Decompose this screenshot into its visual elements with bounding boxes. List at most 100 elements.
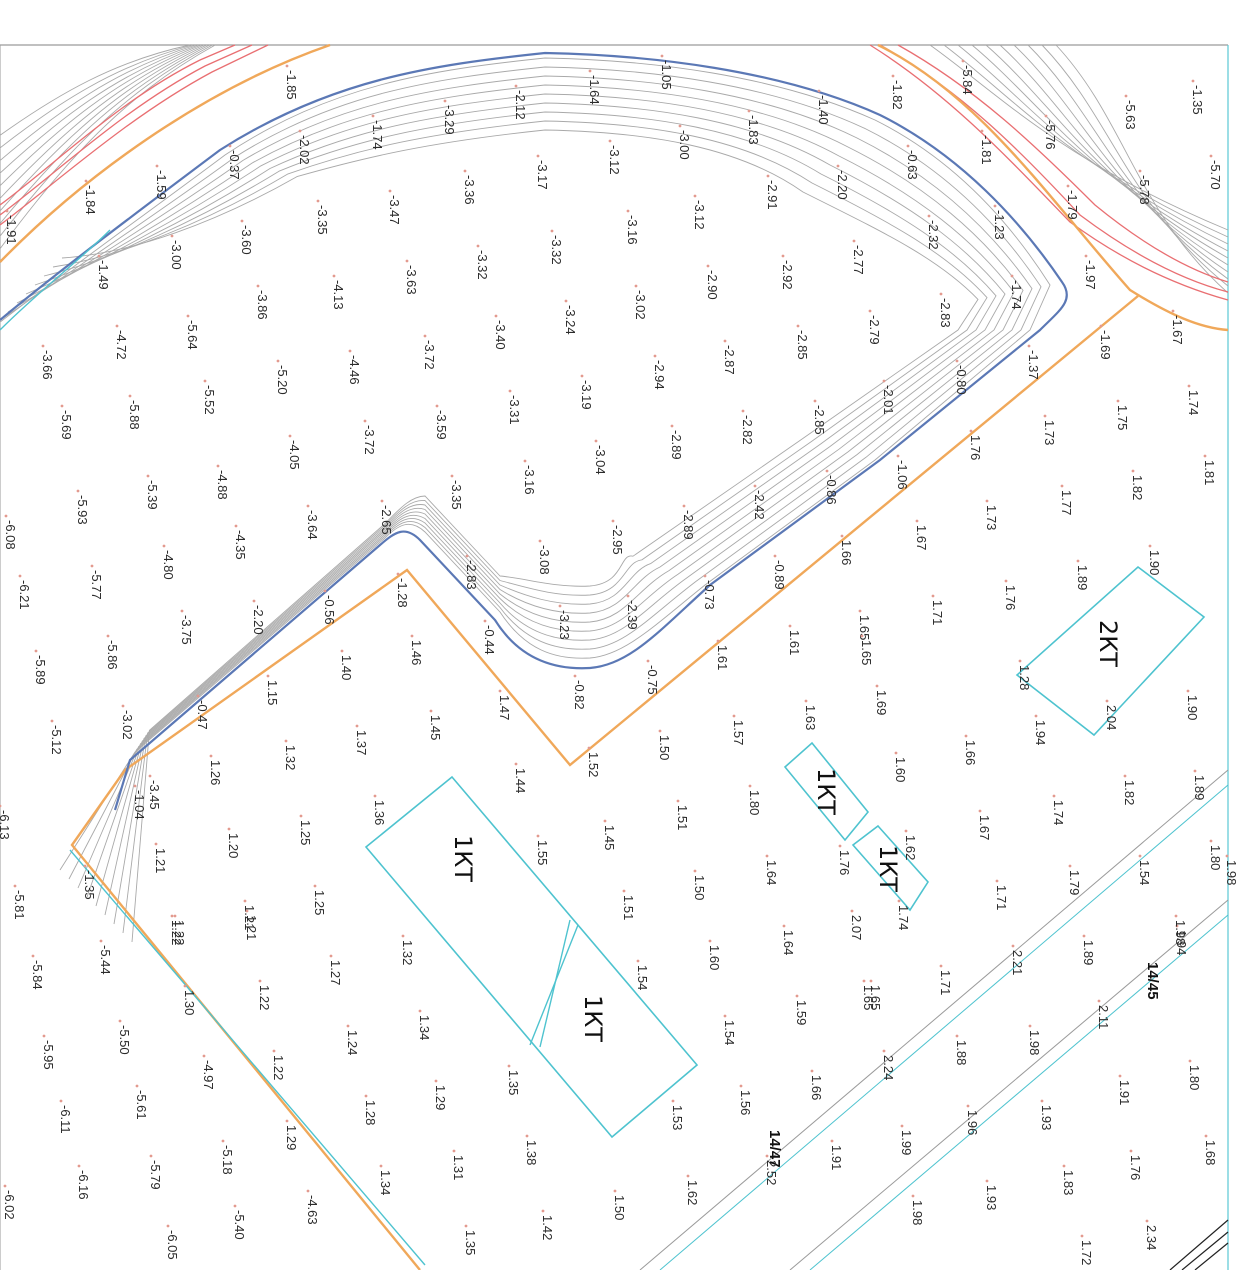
spot-elevation-label: 1.42 [540, 1215, 555, 1240]
spot-dot [622, 889, 626, 893]
spot-dot [1209, 154, 1213, 158]
spot-elevation-label: 1.82 [1122, 780, 1137, 805]
spot-elevation-label: -3.08 [537, 545, 552, 575]
spot-elevation-label: 1.35 [463, 1230, 478, 1255]
spot-dot [298, 129, 302, 133]
spot-dot [299, 814, 303, 818]
spot-elevation-label: -5.78 [1137, 175, 1152, 205]
spot-dot [723, 1014, 727, 1018]
spot-elevation-label: -5.18 [220, 1145, 235, 1175]
spot-elevation-label: 1.77 [1059, 490, 1074, 515]
spot-elevation-label: 1.98 [910, 1200, 925, 1225]
spot-dot [1097, 999, 1101, 1003]
spot-dot [765, 854, 769, 858]
contour-line [0, 57, 1051, 871]
spot-elevation-label: 1.80 [1187, 1065, 1202, 1090]
spot-dot [587, 746, 591, 750]
spot-dot [135, 1084, 139, 1088]
spot-dot [380, 499, 384, 503]
spot-elevation-label: 1.96 [965, 1110, 980, 1135]
spot-elevation-label: -4.97 [201, 1060, 216, 1090]
spot-dot [13, 884, 17, 888]
spot-elevation-label: 1.60 [707, 945, 722, 970]
spot-dot [862, 979, 866, 983]
spot-dot [272, 1049, 276, 1053]
spot-elevation-label: 1.66 [809, 1075, 824, 1100]
buildings [364, 565, 1206, 1139]
spot-dot [985, 499, 989, 503]
spot-dot [76, 489, 80, 493]
contour-line [957, 44, 1229, 245]
spot-elevation-label: 1.69 [874, 690, 889, 715]
spot-elevation-label: 1.35 [506, 1070, 521, 1095]
spot-dot [203, 379, 207, 383]
spot-dot [980, 129, 984, 133]
spot-dot [882, 379, 886, 383]
spot-elevation-label: 1.79 [1067, 870, 1082, 895]
spot-dot [523, 459, 527, 463]
spot-dot [626, 209, 630, 213]
spot-elevation-label: 1.66 [839, 540, 854, 565]
spot-elevation-label: 1.21 [244, 915, 259, 940]
spot-elevation-label: -6.05 [165, 1230, 180, 1260]
spot-dot [541, 1209, 545, 1213]
spot-dot [732, 714, 736, 718]
spot-dot [464, 1224, 468, 1228]
spot-dot [348, 349, 352, 353]
spot-dot [346, 1024, 350, 1028]
spot-elevation-label: 1.94 [1174, 930, 1189, 955]
spot-elevation-label: -3.40 [493, 320, 508, 350]
spot-dot [514, 84, 518, 88]
spot-elevation-label: -3.31 [507, 395, 522, 425]
spot-dot [463, 169, 467, 173]
spot-elevation-label: -5.77 [89, 570, 104, 600]
spot-elevation-label: -3.12 [607, 145, 622, 175]
frame-lines [0, 44, 1229, 1270]
spot-dot [796, 324, 800, 328]
spot-elevation-label: 1.24 [345, 1030, 360, 1055]
spot-dot [128, 394, 132, 398]
spot-elevation-label: 1.76 [968, 435, 983, 460]
contour-line [52, 120, 988, 934]
spot-dot [258, 979, 262, 983]
spot-dot [234, 524, 238, 528]
spot-elevation-label: 1.66 [963, 740, 978, 765]
contour-lines [0, 44, 1229, 943]
spot-dot [476, 244, 480, 248]
building-label: 1КТ [579, 995, 607, 1042]
spot-elevation-label: -2.87 [722, 345, 737, 375]
spot-dot [498, 689, 502, 693]
spot-dot [1123, 774, 1127, 778]
spot-dot [550, 229, 554, 233]
spot-dot [813, 399, 817, 403]
spot-elevation-label: -3.60 [239, 225, 254, 255]
spot-elevation-label: -3.59 [434, 410, 449, 440]
spot-dot [1204, 1134, 1208, 1138]
spot-elevation-label: -3.35 [449, 480, 464, 510]
spot-dot [1209, 839, 1213, 843]
spot-dot [653, 354, 657, 358]
spot-elevation-label: 1.50 [612, 1195, 627, 1220]
spot-elevation-label: -2.01 [881, 385, 896, 415]
building-labels: 1КТ 1КТ 1КТ 1КТ 2КТ [449, 620, 1122, 1042]
spot-dot [266, 674, 270, 678]
spot-elevation-label: -6.08 [3, 520, 18, 550]
spot-elevation-label: 1.90 [1185, 695, 1200, 720]
spot-dot [693, 194, 697, 198]
spot-elevation-label: 1.62 [685, 1180, 700, 1205]
spot-dot [373, 794, 377, 798]
spot-elevation-label: 1.76 [837, 850, 852, 875]
spot-dot [747, 109, 751, 113]
spot-elevation-label: -2.89 [681, 510, 696, 540]
spot-elevation-label: 1.37 [354, 730, 369, 755]
spot-elevation-label: -5.79 [148, 1160, 163, 1190]
spot-elevation-label: -4.72 [114, 330, 129, 360]
spot-dot [316, 199, 320, 203]
spot-elevation-label: 1.68 [1203, 1140, 1218, 1165]
spot-elevation-label: 1.73 [1042, 420, 1057, 445]
spot-dot [180, 609, 184, 613]
spot-elevation-label: 1.51 [675, 805, 690, 830]
spot-dot [514, 762, 518, 766]
spot-elevation-label: 1.45 [428, 715, 443, 740]
spot-elevation-label: 1.27 [328, 960, 343, 985]
